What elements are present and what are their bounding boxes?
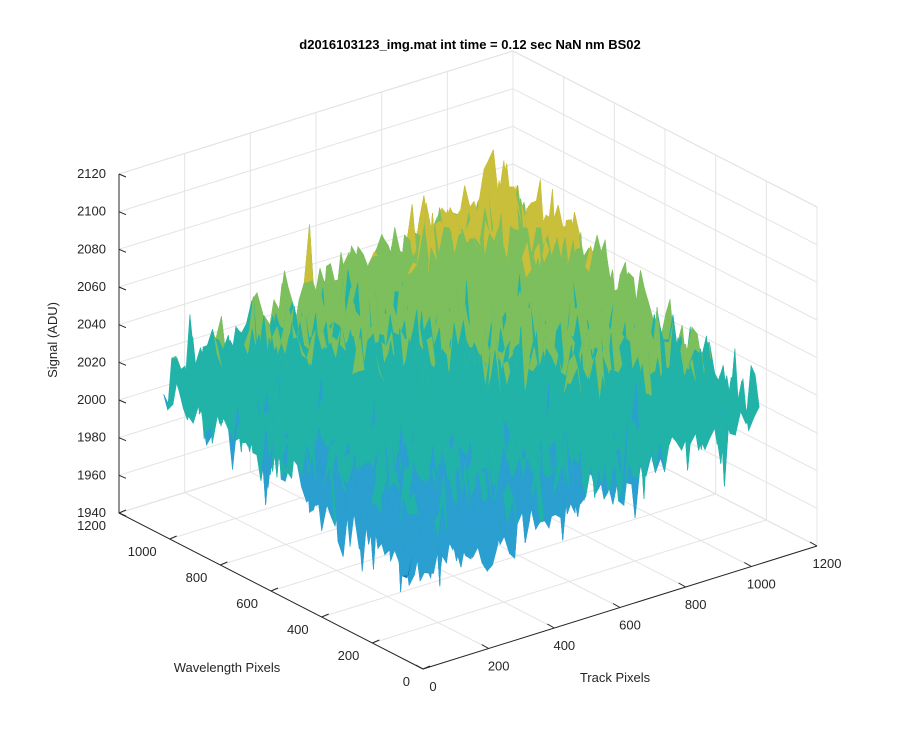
x-tick-label: 1200 [813,556,842,571]
x-tick [612,603,621,608]
y-tick [372,639,380,644]
grid-right-z [512,163,818,321]
z-tick [118,211,127,216]
x-tick-label: 200 [488,659,510,674]
y-axis-label: Wavelength Pixels [174,660,281,675]
y-tick [270,587,279,592]
x-tick-label: 400 [553,638,575,653]
z-tick-label: 2020 [77,354,106,369]
grid-right-z [512,125,818,283]
y-tick-label: 1200 [77,518,106,533]
grid-floor-y [372,519,767,644]
x-tick [547,623,555,629]
y-tick-label: 1000 [128,544,157,559]
grid-floor-y [321,493,716,618]
chart-title: d2016103123_img.mat int time = 0.12 sec … [299,37,640,52]
z-tick [118,173,127,178]
z-tick [118,512,127,517]
y-tick [422,665,431,670]
x-tick [678,582,686,588]
grid-right-z [512,50,818,208]
x-tick-label: 1000 [747,577,776,592]
x-axis-label: Track Pixels [580,670,651,685]
x-tick-label: 600 [619,618,641,633]
y-tick-label: 800 [186,570,208,585]
z-axis-label: Signal (ADU) [45,302,60,378]
z-tick-label: 1960 [77,467,106,482]
z-tick-label: 1980 [77,430,106,445]
x-tick [481,644,489,649]
grid-back-z [118,125,514,250]
y-tick-label: 200 [338,648,360,663]
y-tick [169,535,177,540]
x-tick-label: 0 [429,679,436,694]
z-tick [118,324,127,329]
grid-back-z [118,50,514,175]
z-tick-label: 2060 [77,279,106,294]
z-tick-label: 2080 [77,241,106,256]
y-tick-label: 0 [403,674,410,689]
grid-right-z [512,88,818,246]
z-tick [118,248,127,253]
x-tick-label: 800 [685,597,707,612]
z-tick [118,437,127,442]
x-tick [415,664,424,670]
y-tick [321,613,329,618]
surface-patch [418,548,429,574]
surface-mesh [163,149,760,592]
tick-labels: 0 200 400 600 800 1000 1200 0 200 400 600 800 1000 12… [77,166,841,694]
y-tick-label: 400 [287,622,309,637]
grid-back-z [118,163,514,288]
z-tick [118,399,127,404]
grid-back-z [118,88,514,213]
z-tick-label: 2040 [77,317,106,332]
z-tick [118,361,127,366]
z-tick-label: 2000 [77,392,106,407]
z-tick [118,286,127,291]
x-tick [809,541,818,547]
z-tick-label: 2100 [77,204,106,219]
z-tick-label: 1940 [77,505,106,520]
z-tick-label: 2120 [77,166,106,181]
z-tick [118,474,127,479]
y-tick [118,509,127,514]
y-tick [220,561,228,566]
tick-marks [118,173,818,670]
y-tick-label: 600 [236,596,258,611]
x-tick [744,562,752,567]
